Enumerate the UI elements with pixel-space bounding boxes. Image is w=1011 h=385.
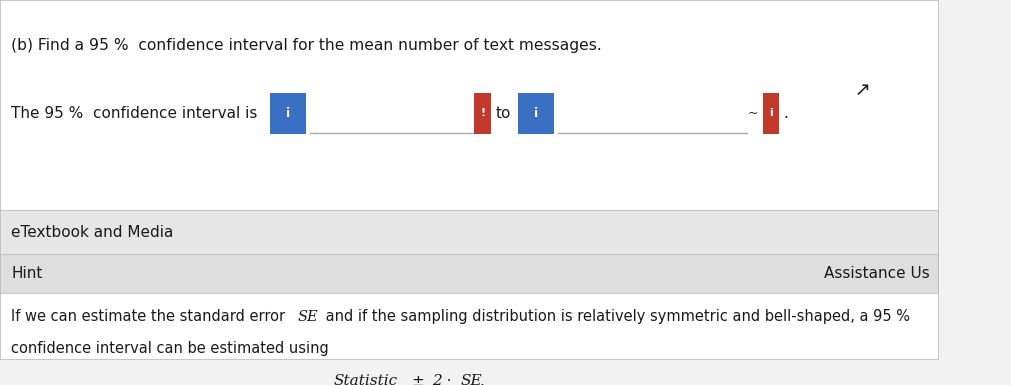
Text: Statistic: Statistic	[333, 374, 397, 385]
Text: SE: SE	[460, 374, 481, 385]
FancyBboxPatch shape	[0, 254, 938, 293]
Text: Assistance Us: Assistance Us	[823, 266, 929, 281]
Text: i: i	[534, 107, 538, 120]
Text: .: .	[478, 374, 483, 385]
Text: ~: ~	[747, 107, 757, 120]
Text: Hint: Hint	[11, 266, 42, 281]
Text: to: to	[495, 106, 511, 121]
FancyBboxPatch shape	[0, 293, 938, 360]
Text: If we can estimate the standard error: If we can estimate the standard error	[11, 309, 290, 324]
Text: confidence interval can be estimated using: confidence interval can be estimated usi…	[11, 341, 329, 357]
FancyBboxPatch shape	[761, 93, 778, 134]
Text: SE: SE	[297, 310, 318, 323]
FancyBboxPatch shape	[474, 93, 490, 134]
Text: ±: ±	[410, 374, 424, 385]
FancyBboxPatch shape	[0, 211, 938, 254]
Text: i: i	[286, 107, 290, 120]
Text: The 95 %  confidence interval is: The 95 % confidence interval is	[11, 106, 258, 121]
Text: ↙: ↙	[849, 79, 865, 98]
Text: and if the sampling distribution is relatively symmetric and bell-shaped, a 95 %: and if the sampling distribution is rela…	[320, 309, 909, 324]
Text: !: !	[479, 108, 484, 118]
FancyBboxPatch shape	[0, 0, 938, 211]
Text: i: i	[768, 108, 772, 118]
Text: eTextbook and Media: eTextbook and Media	[11, 224, 174, 239]
Text: .: .	[783, 106, 788, 121]
Text: (b) Find a 95 %  confidence interval for the mean number of text messages.: (b) Find a 95 % confidence interval for …	[11, 38, 602, 53]
FancyBboxPatch shape	[518, 93, 553, 134]
FancyBboxPatch shape	[270, 93, 306, 134]
Text: 2 ·: 2 ·	[432, 374, 456, 385]
